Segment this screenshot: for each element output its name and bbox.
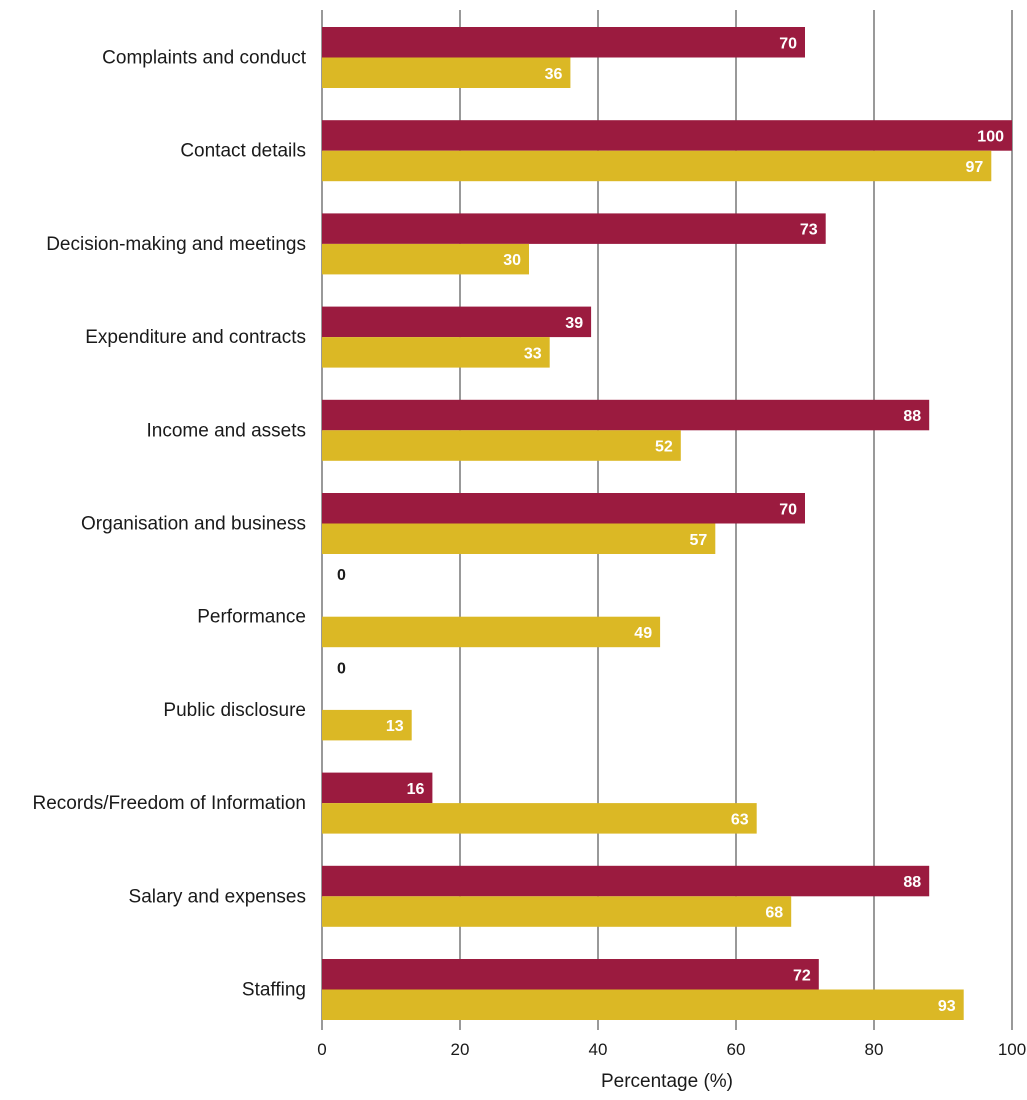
bar-series-1 <box>322 772 433 804</box>
x-tick-label: 0 <box>317 1040 326 1059</box>
category-label: Staffing <box>242 980 306 1001</box>
bars-layer <box>322 27 1012 1020</box>
x-tick-label: 60 <box>727 1040 746 1059</box>
x-tick-label: 100 <box>998 1040 1026 1059</box>
value-labels-layer: 70 36 100 97 73 30 39 33 88 52 70 57 0 49 0 13 16 63 88 68 7… <box>337 35 1004 1015</box>
bar-series-2 <box>322 709 412 741</box>
data-label: 52 <box>655 439 673 456</box>
bar-series-2 <box>322 243 529 275</box>
bar-series-1 <box>322 306 592 338</box>
category-label: Complaints and conduct <box>102 48 307 69</box>
bar-series-1 <box>322 865 930 897</box>
data-label: 49 <box>634 625 652 642</box>
bar-series-1 <box>322 959 819 990</box>
category-labels-layer: Complaints and conduct Contact details Dec… <box>32 48 306 1001</box>
category-label: Organisation and business <box>81 514 306 535</box>
data-label: 100 <box>977 128 1004 145</box>
category-label: Public disclosure <box>163 700 306 721</box>
bar-series-1 <box>322 27 805 58</box>
data-label: 88 <box>903 874 921 891</box>
x-axis-title: Percentage (%) <box>601 1071 733 1092</box>
category-label: Expenditure and contracts <box>85 327 306 348</box>
data-label: 13 <box>386 718 404 735</box>
bar-series-1 <box>322 493 805 524</box>
data-label: 70 <box>779 501 797 518</box>
category-label: Contact details <box>180 141 306 162</box>
x-tick-label: 20 <box>451 1040 470 1059</box>
data-label: 93 <box>938 998 956 1015</box>
category-label: Records/Freedom of Information <box>32 793 306 814</box>
bar-series-2 <box>322 57 571 88</box>
data-label: 97 <box>966 159 984 176</box>
category-label: Decision-making and meetings <box>46 234 306 255</box>
category-label: Salary and expenses <box>129 886 306 907</box>
bar-series-1 <box>322 120 1012 151</box>
data-label: 16 <box>407 781 425 798</box>
data-label: 68 <box>765 905 783 922</box>
data-label: 72 <box>793 967 811 984</box>
bar-series-2 <box>322 523 716 554</box>
bar-series-2 <box>322 430 681 461</box>
data-label: 57 <box>690 532 708 549</box>
category-label: Income and assets <box>147 420 306 441</box>
data-label: 30 <box>503 252 521 269</box>
data-label: 73 <box>800 222 818 239</box>
data-label: 63 <box>731 811 749 828</box>
bar-series-2 <box>322 896 792 927</box>
data-label: 70 <box>779 35 797 52</box>
x-tick-labels-layer: 0 20 40 60 80 100 <box>317 1040 1026 1059</box>
data-label: 88 <box>903 408 921 425</box>
data-label: 0 <box>337 567 346 584</box>
category-label: Performance <box>197 607 306 628</box>
data-label: 36 <box>545 66 563 83</box>
bar-series-2 <box>322 989 964 1020</box>
data-label: 39 <box>565 315 583 332</box>
data-label: 33 <box>524 345 542 362</box>
bar-series-2 <box>322 803 757 834</box>
bar-series-2 <box>322 337 550 368</box>
x-tick-label: 80 <box>865 1040 884 1059</box>
bar-series-1 <box>322 213 826 244</box>
bar-series-1 <box>322 399 930 431</box>
bar-series-2 <box>322 150 992 182</box>
bar-series-2 <box>322 616 661 648</box>
x-tick-label: 40 <box>589 1040 608 1059</box>
data-label: 0 <box>337 660 346 677</box>
